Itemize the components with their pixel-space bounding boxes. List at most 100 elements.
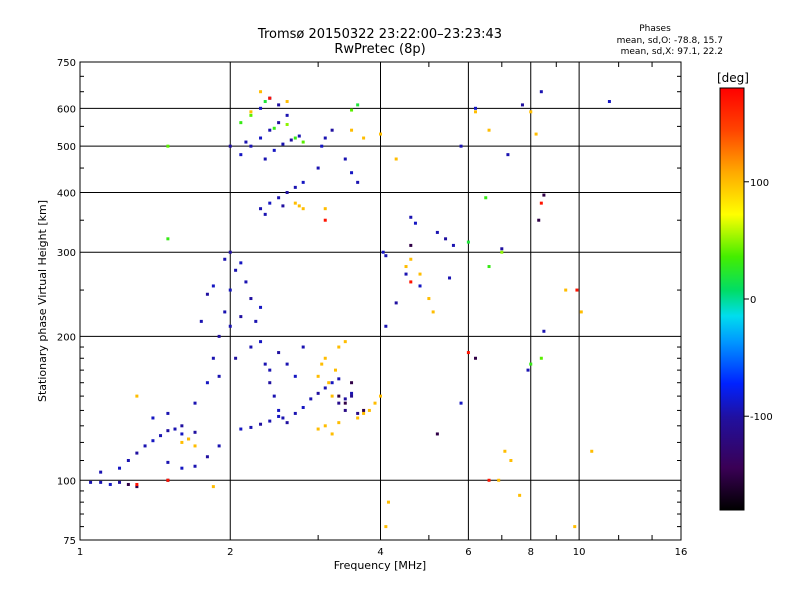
data-point [379,394,382,398]
data-point [244,140,248,144]
data-point [135,394,139,398]
data-point [381,250,385,254]
data-point [263,212,267,216]
phases-title: Phases [639,24,671,34]
data-point [350,381,354,385]
data-point [118,480,122,484]
data-point [272,126,276,130]
data-point [542,193,546,197]
data-point [343,401,347,405]
data-point [466,351,470,355]
data-point [268,96,272,100]
data-point [316,427,320,431]
data-point [293,374,297,378]
data-point [205,455,209,459]
data-point [118,466,122,470]
phases-o-stats: mean, sd,O: -78.8, 15.7 [617,36,723,46]
x-tick-label: 4 [377,547,383,558]
y-axis-label: Stationary phase Virtual Height [km] [36,200,49,402]
data-point [379,132,382,136]
data-point [356,416,360,420]
x-tick-label: 2 [227,547,233,558]
data-point [487,128,491,132]
data-point [263,157,267,161]
data-point [249,113,253,117]
data-point [259,207,263,211]
data-point [293,411,297,415]
data-point [285,362,289,366]
data-point [293,201,297,205]
data-point [205,381,209,385]
data-point [590,449,594,453]
data-point [285,100,289,104]
data-point [451,243,455,247]
data-point [301,180,305,184]
data-point [323,386,327,390]
colorbar-ticks: 100 0 -100 [744,178,773,423]
data-point [320,362,324,366]
data-point [409,243,413,247]
data-point [180,466,184,470]
y-tick-label: 100 [57,476,76,487]
data-point [254,319,258,323]
data-point [362,411,366,415]
data-point [217,444,221,448]
data-point [484,196,488,200]
data-point [323,356,327,360]
data-point [205,292,209,296]
chart-subtitle: RwPretec (8p) [334,42,425,57]
data-point [135,482,139,486]
data-point [330,432,334,436]
data-point [272,148,276,152]
data-point [193,464,197,468]
data-point [239,153,243,157]
y-tick-label: 600 [57,104,76,115]
data-point [444,237,448,241]
data-point [356,411,360,415]
data-point [500,247,504,251]
data-point [459,144,463,148]
data-point [487,478,491,482]
y-axis: 75 100 200 300 400 500 600 750 [57,58,681,547]
data-point [99,480,103,484]
data-point [268,128,272,132]
data-point [473,356,477,360]
data-point [343,340,347,344]
data-point [143,444,147,448]
data-point [268,419,272,423]
data-point [539,201,543,205]
colorbar-tick-label: -100 [750,412,773,423]
data-point [301,405,305,409]
data-point [384,254,388,258]
data-point [473,106,477,110]
data-point [518,493,522,497]
data-point [343,397,347,401]
data-point [234,268,238,272]
data-point [337,421,341,425]
data-point [249,144,253,148]
y-tick-label: 200 [57,332,76,343]
data-point [362,408,366,412]
data-point [323,424,327,428]
data-point [350,108,354,112]
data-point [350,394,354,398]
data-point [249,345,253,349]
data-point [239,261,243,265]
x-axis: 1 2 4 6 8 10 16 [77,62,687,558]
data-point [249,425,253,429]
y-tick-label: 300 [57,248,76,259]
data-point [228,250,232,254]
data-point [343,408,347,412]
data-point [99,470,103,474]
plot-frame [79,61,682,541]
data-point [166,237,170,241]
data-point [217,374,221,378]
data-point [228,144,232,148]
data-point [350,391,354,395]
data-point [211,485,215,489]
data-point [297,204,301,208]
data-points [89,90,611,529]
data-point [180,424,184,428]
data-point [301,345,305,349]
data-point [327,381,331,385]
